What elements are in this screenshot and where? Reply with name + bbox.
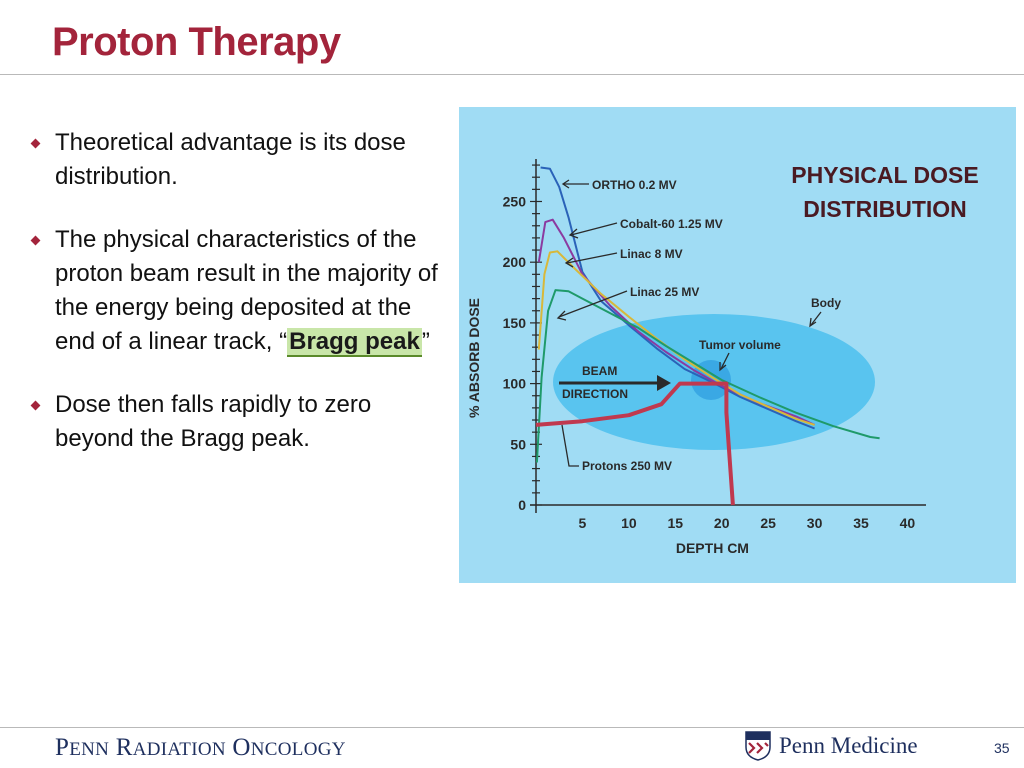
y-tick-label: 100: [503, 376, 527, 392]
beam-direction-line2: DIRECTION: [562, 387, 628, 401]
bullet-diamond-icon: [30, 235, 41, 246]
y-axis-label: % ABSORB DOSE: [466, 298, 482, 418]
y-tick-label: 50: [510, 436, 526, 452]
bullet-item: The physical characteristics of the prot…: [28, 223, 453, 359]
x-tick-label: 20: [714, 515, 730, 531]
series-label-cobalt: Cobalt-60 1.25 MV: [620, 217, 723, 231]
x-tick-label: 5: [579, 515, 587, 531]
figure-title-line2: DISTRIBUTION: [803, 196, 967, 222]
bullet-item: Theoretical advantage is its dose distri…: [28, 126, 453, 194]
series-label-ortho: ORTHO 0.2 MV: [592, 178, 677, 192]
bullet-list: Theoretical advantage is its dose distri…: [28, 126, 453, 456]
penn-medicine-wordmark: Penn Medicine: [779, 733, 918, 758]
x-tick-label: 15: [667, 515, 683, 531]
title-divider: [0, 74, 1024, 75]
bullet-diamond-icon: [30, 138, 41, 149]
x-tick-label: 35: [853, 515, 869, 531]
bullet-text-end: ”: [421, 328, 430, 355]
y-tick-label: 150: [503, 315, 527, 331]
beam-direction-arrow: [559, 375, 671, 391]
footer-divider: [0, 727, 1024, 728]
penn-radiation-oncology-logo: PENN RADIATION ONCOLOGY: [55, 734, 346, 761]
annotation-arrows: [556, 179, 822, 467]
bullet-text: Theoretical advantage is its dose distri…: [55, 129, 406, 190]
y-tick-label: 250: [503, 193, 527, 209]
tumor-volume-label: Tumor volume: [699, 338, 781, 352]
x-axis-label: DEPTH CM: [676, 540, 749, 556]
bragg-peak-link[interactable]: Bragg peak: [287, 328, 422, 357]
series-line-4: [535, 381, 735, 506]
series-line-2: [537, 250, 815, 426]
dose-chart: PHYSICAL DOSE DISTRIBUTION 0 50 100 150 200 2…: [466, 159, 979, 556]
slide-title: Proton Therapy: [52, 20, 341, 64]
x-tick-label: 25: [760, 515, 776, 531]
x-tick-label: 10: [621, 515, 637, 531]
penn-shield-icon: [745, 731, 771, 761]
series-annotations: ORTHO 0.2 MV Cobalt-60 1.25 MV Linac 8 M…: [562, 178, 841, 473]
dose-distribution-figure: PHYSICAL DOSE DISTRIBUTION 0 50 100 150 200 2…: [459, 107, 1016, 583]
penn-medicine-logo: Penn Medicine: [745, 730, 918, 762]
x-tick-label: 40: [900, 515, 916, 531]
y-tick-label: 200: [503, 254, 527, 270]
figure-title-line1: PHYSICAL DOSE: [791, 162, 978, 188]
series-label-protons: Protons 250 MV: [582, 459, 672, 473]
series-label-linac25: Linac 25 MV: [630, 285, 699, 299]
series-line-3: [535, 289, 880, 463]
page-number: 35: [994, 740, 1010, 756]
y-tick-label: 0: [518, 497, 526, 513]
bullet-text: The physical characteristics of the prot…: [55, 226, 438, 355]
bullet-item: Dose then falls rapidly to zero beyond t…: [28, 388, 453, 456]
body-label: Body: [811, 296, 841, 310]
series-line-0: [540, 166, 815, 430]
x-tick-label: 30: [807, 515, 823, 531]
bullet-diamond-icon: [30, 400, 41, 411]
beam-direction-line1: BEAM: [582, 364, 617, 378]
bullet-text: Dose then falls rapidly to zero beyond t…: [55, 391, 372, 452]
series-label-linac8: Linac 8 MV: [620, 247, 683, 261]
